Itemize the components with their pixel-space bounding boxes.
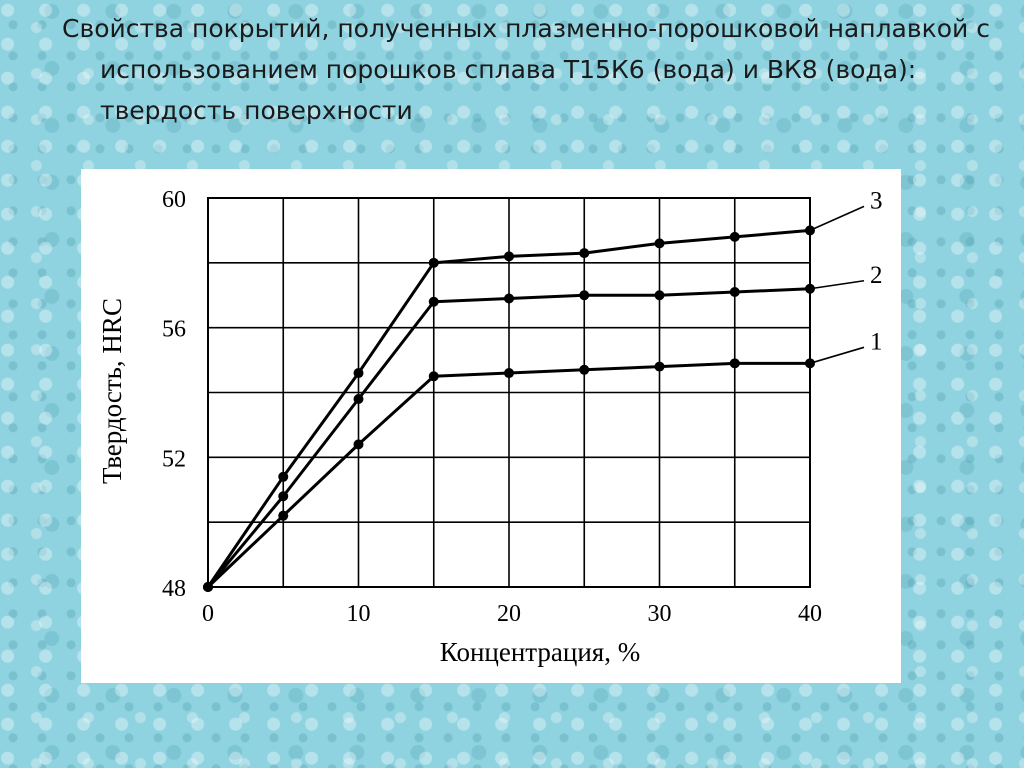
series-point-2	[504, 293, 514, 304]
series-point-3	[654, 238, 665, 249]
x-tick-label: 0	[202, 601, 214, 627]
slide-title: Свойства покрытий, полученных плазменно-…	[62, 14, 990, 125]
chart-grid	[207, 197, 811, 588]
y-tick-label: 48	[162, 576, 186, 602]
series-point-3	[504, 251, 514, 262]
series-point-2	[654, 290, 665, 301]
series-point-1	[805, 358, 815, 369]
series-point-1	[353, 439, 364, 450]
hardness-chart: 1 2 3 0 10 20 30 40 48 52 56 60 Концентрация, % Тв…	[97, 187, 883, 667]
series-label-1: 1	[870, 328, 883, 355]
series-point-2	[428, 296, 439, 307]
x-tick-label: 30	[648, 601, 672, 627]
series-point-1	[428, 371, 439, 382]
series-point-3	[729, 231, 740, 242]
series-point-1	[504, 368, 514, 379]
chart-panel: 1 2 3 0 10 20 30 40 48 52 56 60 Концентрация, % Тв…	[81, 169, 901, 683]
chart-ticks: 0 10 20 30 40 48 52 56 60	[162, 187, 822, 627]
series-point-1	[579, 364, 590, 375]
x-tick-label: 10	[347, 601, 371, 627]
series-point-3	[353, 368, 364, 379]
y-tick-label: 60	[162, 187, 186, 213]
series-point-2	[353, 393, 364, 404]
y-tick-label: 52	[162, 446, 186, 472]
plot-frame	[207, 197, 811, 588]
series-label-3: 3	[870, 187, 883, 214]
series-point-3	[203, 582, 213, 592]
series-point-2	[729, 287, 740, 298]
series-point-1	[654, 361, 665, 372]
series-label-2: 2	[870, 262, 883, 289]
series-point-3	[805, 225, 815, 236]
series-point-2	[278, 491, 289, 502]
y-axis-label: Твердость, HRC	[97, 298, 127, 484]
x-tick-label: 40	[798, 601, 822, 627]
series-point-3	[428, 257, 439, 268]
series-point-3	[579, 248, 590, 259]
series-leader-1	[809, 346, 865, 365]
series-point-2	[579, 290, 590, 301]
series-point-1	[729, 358, 740, 369]
series-leader-2	[809, 279, 865, 290]
series-point-3	[278, 471, 289, 482]
series-point-1	[278, 510, 289, 521]
y-tick-label: 56	[162, 317, 186, 343]
x-axis-label: Концентрация, %	[440, 637, 640, 667]
series-leader-3	[809, 205, 865, 232]
x-tick-label: 20	[497, 601, 521, 627]
chart-lines: 1 2 3	[203, 187, 883, 592]
